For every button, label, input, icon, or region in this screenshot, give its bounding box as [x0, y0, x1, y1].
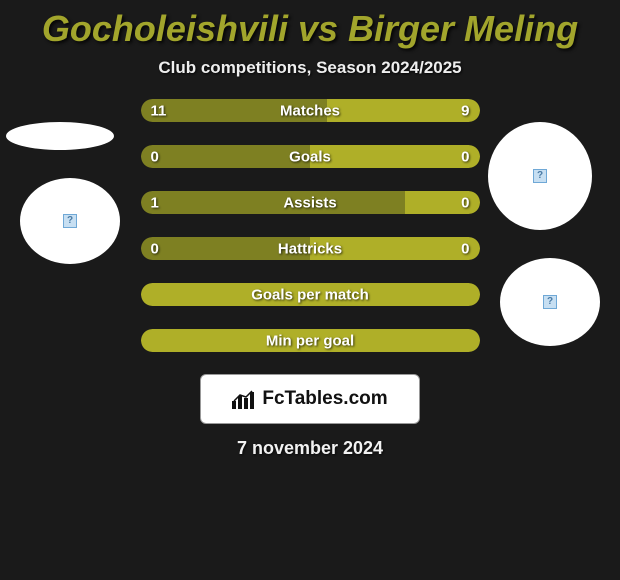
image-placeholder-icon: ? [533, 169, 547, 183]
stat-row: Min per goal [140, 328, 481, 353]
stat-row: 11 9 Matches [140, 98, 481, 123]
stat-label: Hattricks [278, 240, 342, 257]
footer-date: 7 november 2024 [0, 438, 620, 459]
comparison-chart: 11 9 Matches 0 0 Goals 1 0 Assists 0 0 Hattricks Goa… [140, 98, 481, 353]
stat-value-left: 0 [151, 240, 159, 257]
page-title: Gocholeishvili vs Birger Meling [0, 0, 620, 50]
left-player-body: ? [20, 178, 120, 264]
stat-value-right: 0 [461, 240, 469, 257]
stat-bar-right [327, 99, 480, 122]
stat-label: Assists [283, 194, 336, 211]
stat-value-right: 0 [461, 148, 469, 165]
stat-row: 0 0 Goals [140, 144, 481, 169]
stat-bar-left [141, 145, 311, 168]
stat-label: Goals per match [251, 286, 369, 303]
right-player-body: ? [500, 258, 600, 346]
title-text: Gocholeishvili vs Birger Meling [42, 8, 578, 49]
footer-logo-text: FcTables.com [262, 388, 387, 410]
stat-label: Goals [289, 148, 331, 165]
stat-bar-right [310, 145, 480, 168]
stat-value-left: 11 [151, 102, 167, 119]
stat-value-right: 0 [461, 194, 469, 211]
right-player-head: ? [488, 122, 592, 230]
stat-label: Matches [280, 102, 340, 119]
stat-row: 0 0 Hattricks [140, 236, 481, 261]
stat-label: Min per goal [266, 332, 354, 349]
stat-row: 1 0 Assists [140, 190, 481, 215]
footer-logo: FcTables.com [200, 374, 420, 424]
image-placeholder-icon: ? [63, 214, 77, 228]
stat-value-left: 0 [151, 148, 159, 165]
left-player-head [6, 122, 114, 150]
subtitle: Club competitions, Season 2024/2025 [0, 58, 620, 78]
stat-value-right: 9 [461, 102, 469, 119]
stat-row: Goals per match [140, 282, 481, 307]
chart-icon [232, 389, 258, 409]
image-placeholder-icon: ? [543, 295, 557, 309]
stat-bar-left [141, 191, 405, 214]
stat-value-left: 1 [151, 194, 159, 211]
